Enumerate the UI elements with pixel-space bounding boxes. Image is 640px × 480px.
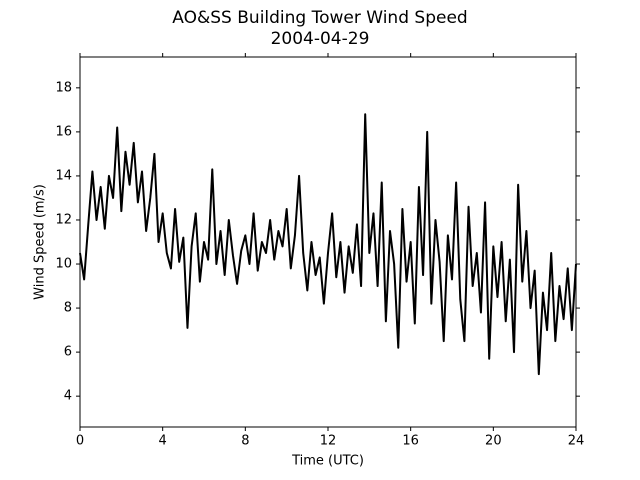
y-tick-label: 10: [55, 257, 72, 272]
y-tick-label: 8: [64, 301, 72, 316]
y-tick-label: 4: [64, 389, 72, 404]
x-tick-label: 4: [159, 434, 167, 449]
y-tick-label: 14: [55, 168, 72, 183]
x-tick-label: 20: [485, 434, 502, 449]
x-tick-label: 8: [241, 434, 249, 449]
x-axis-label: Time (UTC): [291, 454, 364, 469]
y-tick-label: 16: [55, 124, 72, 139]
x-tick-label: 16: [402, 434, 419, 449]
chart-subtitle: 2004-04-29: [271, 29, 370, 49]
x-tick-label: 24: [568, 434, 585, 449]
y-axis-label: Wind Speed (m/s): [33, 184, 48, 300]
plot-frame: [79, 56, 577, 428]
x-tick-label: 12: [320, 434, 337, 449]
chart-title: AO&SS Building Tower Wind Speed: [172, 8, 467, 28]
y-tick-label: 18: [55, 80, 72, 95]
line-series: [79, 113, 577, 376]
y-tick-label: 6: [64, 345, 72, 360]
x-tick-label: 0: [76, 434, 84, 449]
y-tick-label: 12: [55, 212, 72, 227]
